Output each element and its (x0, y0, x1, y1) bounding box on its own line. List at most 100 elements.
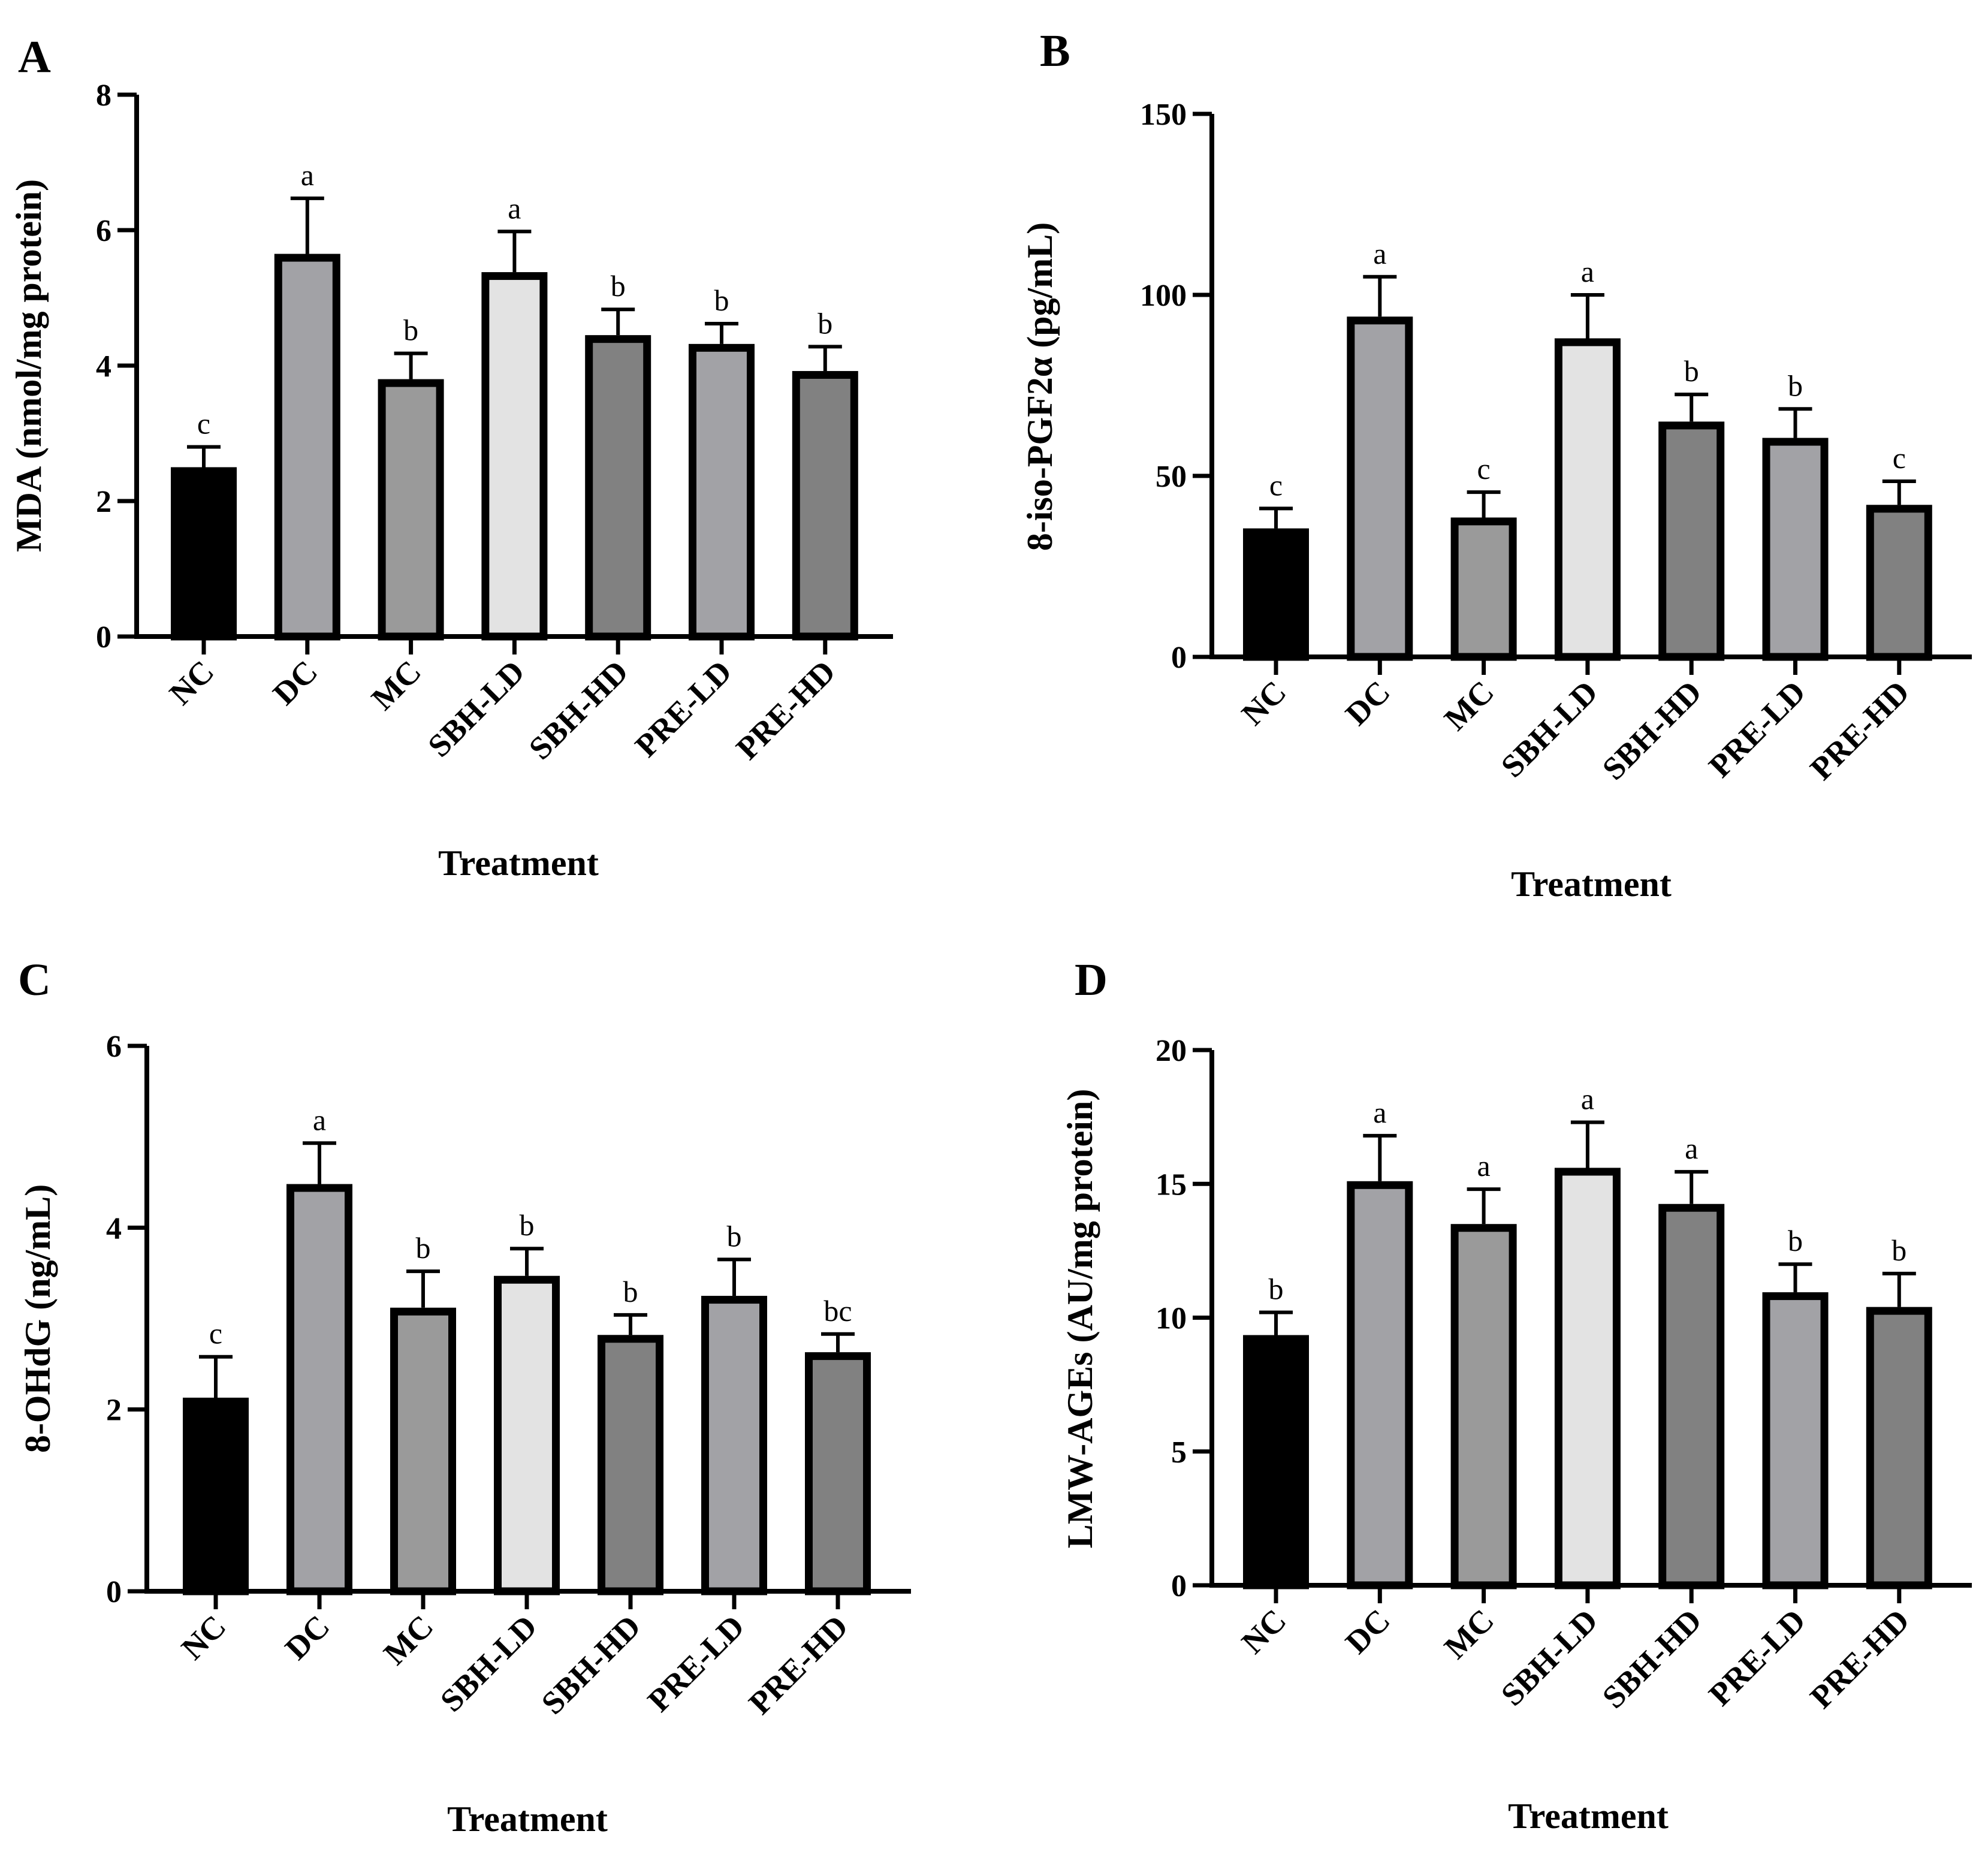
significance-letter: a (1581, 1082, 1594, 1116)
x-axis-title: Treatment (1508, 1796, 1669, 1836)
x-category-label: SBH-LD (1494, 1602, 1605, 1713)
significance-letter: a (1373, 1096, 1386, 1129)
y-axis-title: 8-iso-PGF2α (pg/mL) (1020, 222, 1060, 551)
bar-sbh-hd (598, 1335, 663, 1595)
x-category-label: NC (162, 653, 221, 712)
chart-panel-D: D 0 5 10 15 20 b NC a DC a MC a SBH-LD a SBH-HD b PRE-LD b… (1060, 955, 1972, 1836)
significance-letter: c (1477, 452, 1490, 485)
x-category-label: MC (364, 653, 428, 717)
x-category-label: DC (266, 653, 325, 712)
significance-letter: b (1892, 1233, 1906, 1267)
y-tick-label: 4 (96, 349, 111, 384)
x-category-label: NC (174, 1608, 233, 1667)
x-category-label: NC (1235, 674, 1293, 732)
x-category-label: DC (278, 1608, 337, 1667)
panel-letter: C (18, 955, 51, 1005)
bar-mc (390, 1307, 456, 1595)
bar-sbh-hd (585, 335, 651, 641)
bar-pre-hd (805, 1352, 871, 1595)
bar-mc (1450, 1224, 1517, 1589)
bar-nc (183, 1397, 249, 1595)
significance-letter: c (209, 1317, 222, 1350)
significance-letter: b (727, 1219, 742, 1253)
bar-pre-hd (1866, 1307, 1932, 1589)
x-category-label: MC (1437, 674, 1501, 737)
y-tick-label: 6 (96, 214, 111, 248)
significance-letter: b (1788, 369, 1803, 402)
x-category-label: PRE-LD (1702, 1602, 1812, 1713)
x-category-label: PRE-HD (742, 1608, 855, 1721)
x-category-label: SBH-HD (535, 1608, 648, 1721)
significance-letter: b (1684, 354, 1699, 388)
chart-panel-C: C 0 2 4 6 c NC a DC b MC b SBH-LD b SBH-HD b PRE-LD bc PRE… (18, 955, 911, 1839)
bar-pre-hd (1866, 505, 1932, 661)
bar-sbh-ld (1554, 1168, 1621, 1589)
x-axis-title: Treatment (438, 843, 599, 883)
y-tick-label: 20 (1156, 1034, 1187, 1068)
significance-letter: b (403, 313, 418, 347)
y-tick-label: 100 (1140, 279, 1187, 313)
bar-mc (1450, 517, 1517, 661)
bar-pre-ld (689, 343, 755, 641)
y-tick-label: 50 (1156, 460, 1187, 494)
significance-letter: a (1685, 1132, 1698, 1165)
significance-letter: a (1581, 255, 1594, 288)
bar-pre-ld (701, 1296, 767, 1595)
y-tick-label: 0 (96, 620, 111, 654)
x-category-label: PRE-LD (1702, 674, 1812, 785)
y-tick-label: 0 (106, 1575, 122, 1609)
bar-sbh-hd (1658, 1204, 1725, 1589)
bar-pre-ld (1762, 438, 1829, 661)
bar-pre-ld (1762, 1292, 1829, 1589)
bar-dc (1347, 316, 1413, 661)
bar-nc (171, 467, 237, 641)
significance-letter: b (714, 283, 729, 317)
x-category-label: MC (376, 1608, 440, 1672)
x-category-label: SBH-HD (1595, 1602, 1709, 1715)
x-category-label: PRE-HD (1803, 1602, 1916, 1715)
significance-letter: b (1788, 1224, 1803, 1257)
x-category-label: SBH-LD (433, 1608, 544, 1719)
x-category-label: DC (1338, 674, 1397, 732)
significance-letter: b (416, 1231, 431, 1265)
x-category-label: PRE-HD (729, 653, 842, 767)
bar-dc (286, 1184, 352, 1595)
x-category-label: NC (1235, 1602, 1293, 1661)
y-axis-title: LMW-AGEs (AU/mg protein) (1060, 1089, 1100, 1549)
chart-panel-A: A 0 2 4 6 8 c NC a DC b MC a SBH-LD b SBH-HD b PRE-LD b PRE… (9, 32, 893, 883)
panel-letter: A (18, 32, 51, 82)
x-category-label: PRE-LD (641, 1608, 752, 1719)
x-axis-title: Treatment (1511, 864, 1672, 904)
significance-letter: c (1269, 468, 1283, 502)
y-tick-label: 2 (96, 485, 111, 519)
y-tick-label: 10 (1156, 1302, 1187, 1336)
bar-pre-hd (792, 371, 858, 641)
y-tick-label: 0 (1171, 641, 1187, 675)
y-axis-title: MDA (nmol/mg protein) (9, 179, 49, 552)
x-category-label: PRE-HD (1803, 674, 1916, 787)
bar-mc (378, 379, 444, 641)
significance-letter: a (313, 1103, 326, 1136)
bar-sbh-ld (1554, 338, 1621, 661)
significance-letter: b (1269, 1272, 1284, 1306)
significance-letter: b (520, 1208, 535, 1242)
bar-nc (1243, 528, 1309, 661)
significance-letter: c (197, 407, 210, 441)
y-tick-label: 6 (106, 1030, 122, 1064)
y-axis-title: 8-OHdG (ng/mL) (18, 1184, 58, 1453)
x-axis-title: Treatment (447, 1799, 608, 1839)
bar-dc (274, 254, 340, 641)
bar-sbh-hd (1658, 421, 1725, 661)
panel-letter: D (1075, 955, 1108, 1005)
significance-letter: a (508, 191, 521, 225)
y-tick-label: 4 (106, 1211, 122, 1245)
bar-nc (1243, 1335, 1309, 1589)
significance-letter: b (817, 306, 832, 340)
x-category-label: PRE-LD (628, 653, 739, 764)
x-category-label: SBH-LD (1494, 674, 1605, 785)
y-tick-label: 5 (1171, 1435, 1187, 1470)
significance-letter: b (623, 1275, 638, 1308)
y-tick-label: 15 (1156, 1168, 1187, 1202)
